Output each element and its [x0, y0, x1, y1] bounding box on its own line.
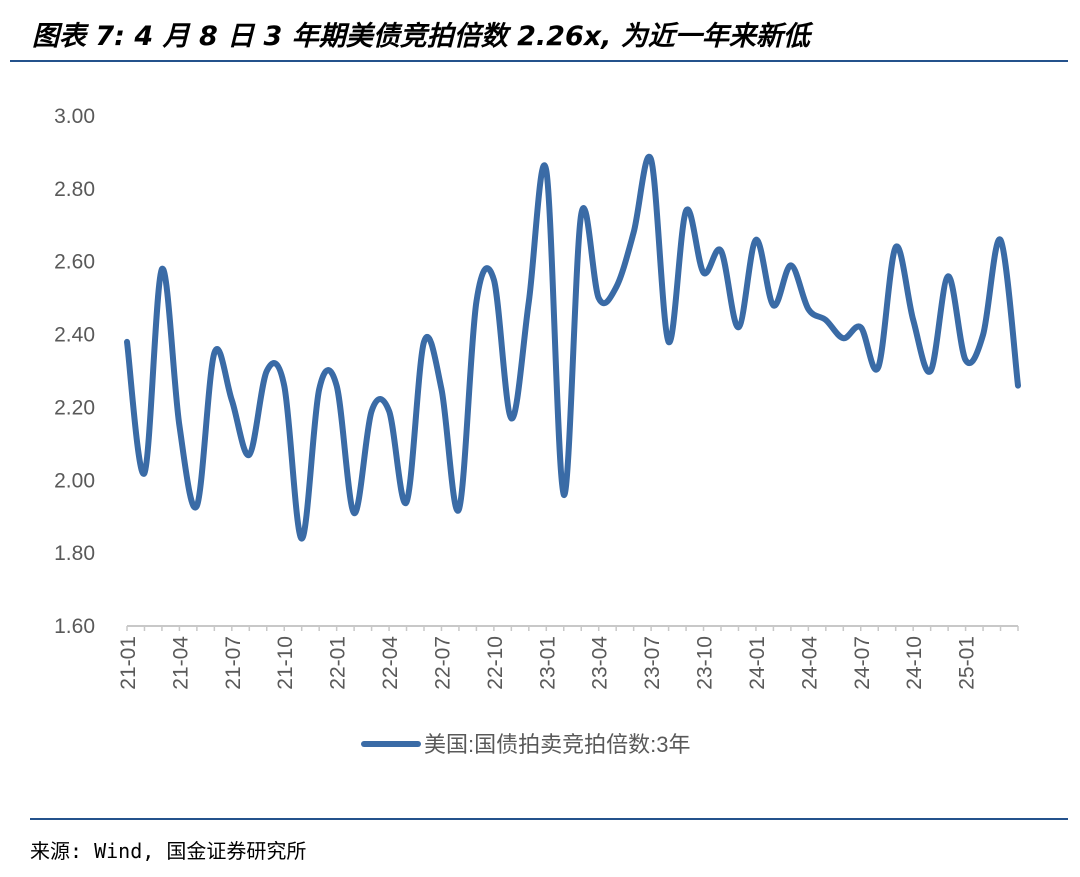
data-point — [701, 270, 706, 275]
x-tick-label: 25-01 — [956, 636, 979, 690]
data-point — [177, 423, 182, 428]
legend: 美国:国债拍卖竞拍倍数:3年 — [361, 732, 690, 757]
x-tick-label: 22-10 — [484, 636, 507, 690]
x-tick-label: 23-07 — [641, 636, 664, 690]
footer-divider — [30, 818, 1068, 820]
y-tick-label: 2.20 — [54, 396, 95, 419]
data-point — [579, 212, 584, 217]
data-point — [806, 307, 811, 312]
x-tick-label: 24-04 — [798, 636, 821, 690]
x-tick-label: 21-10 — [274, 636, 297, 690]
data-point — [823, 318, 828, 322]
data-point — [526, 299, 531, 304]
data-point — [998, 237, 1003, 242]
data-point — [159, 267, 164, 271]
line-chart: 1.601.802.002.202.402.602.803.00 21-01 21… — [54, 105, 1021, 757]
data-point — [631, 230, 636, 235]
data-point — [981, 332, 986, 337]
data-point — [736, 325, 741, 330]
source-note: 来源: Wind, 国金证券研究所 — [30, 839, 307, 863]
legend-label: 美国:国债拍卖竞拍倍数:3年 — [424, 732, 690, 757]
data-point — [456, 507, 461, 512]
data-point — [404, 500, 409, 505]
data-point — [474, 299, 479, 304]
x-tick-label: 23-10 — [694, 636, 717, 690]
y-axis: 1.60 1.80 2.00 2.20 2.40 2.60 2.80 3.00 — [54, 105, 95, 638]
data-point — [194, 503, 199, 508]
data-point — [491, 277, 496, 282]
data-point — [876, 365, 881, 370]
data-point — [387, 409, 392, 414]
data-point — [317, 387, 322, 392]
series-layer — [124, 153, 1021, 542]
data-point — [946, 274, 951, 279]
x-tick-label: 23-01 — [536, 636, 559, 690]
data-point — [352, 511, 357, 516]
data-point — [963, 358, 968, 363]
x-tick-label: 24-07 — [851, 636, 874, 690]
data-point — [561, 492, 566, 497]
x-tick-label: 21-07 — [222, 636, 245, 690]
data-point — [858, 325, 863, 330]
data-point — [509, 416, 514, 421]
y-tick-label: 1.80 — [54, 542, 95, 565]
data-point — [719, 248, 723, 253]
data-point — [439, 387, 444, 392]
data-point — [753, 237, 758, 242]
x-tick-label: 24-01 — [746, 636, 769, 690]
data-point — [771, 303, 776, 308]
title-divider — [10, 60, 1068, 62]
data-point — [1016, 383, 1020, 388]
chart-title: 图表 7: 4 月 8 日 3 年期美债竞拍倍数 2.26x, 为近一年来新低 — [32, 21, 810, 52]
y-tick-label: 2.80 — [54, 178, 95, 201]
x-tick-label: 23-04 — [589, 636, 612, 690]
data-point — [928, 369, 933, 373]
data-point — [684, 208, 689, 213]
y-tick-label: 2.40 — [54, 324, 95, 347]
data-point — [422, 339, 426, 344]
data-point — [666, 339, 671, 344]
data-point — [544, 168, 549, 173]
y-tick-label: 2.00 — [54, 469, 95, 492]
data-point — [369, 409, 374, 414]
data-point — [142, 471, 147, 475]
data-point — [282, 383, 287, 388]
data-point — [841, 336, 846, 341]
x-tick-label: 24-10 — [903, 636, 926, 690]
data-point — [893, 245, 898, 250]
x-tick-label: 22-04 — [379, 636, 402, 690]
data-point — [264, 369, 269, 373]
y-tick-label: 2.60 — [54, 251, 95, 274]
data-point — [334, 383, 339, 388]
data-point — [911, 318, 916, 322]
x-axis: 21-01 21-04 21-07 21-10 22-01 22-04 22-07 22-10… — [117, 625, 1019, 690]
y-tick-label: 1.60 — [54, 615, 95, 638]
x-tick-label: 22-01 — [327, 636, 350, 690]
data-point — [299, 536, 304, 541]
data-point — [649, 157, 654, 162]
y-tick-label: 3.00 — [54, 105, 95, 128]
data-point — [247, 452, 252, 457]
data-point — [212, 350, 217, 355]
x-tick-label: 22-07 — [431, 636, 454, 690]
data-point — [788, 263, 793, 268]
data-point — [614, 285, 619, 290]
x-tick-label: 21-04 — [169, 636, 192, 690]
data-point — [596, 296, 601, 301]
data-point — [229, 398, 234, 403]
series-line — [124, 153, 1021, 542]
data-point — [125, 339, 129, 344]
x-tick-label: 21-01 — [117, 636, 140, 690]
